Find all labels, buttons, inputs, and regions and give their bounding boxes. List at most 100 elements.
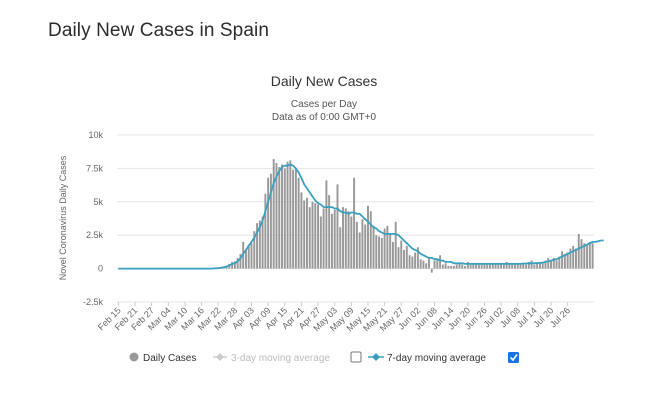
bar [286, 161, 289, 269]
bar [563, 253, 566, 269]
bar [283, 168, 286, 269]
bar [372, 225, 375, 269]
bar [344, 208, 347, 269]
bar [544, 260, 547, 269]
bar [575, 248, 577, 269]
bar [480, 263, 483, 269]
legend-item-daily-cases[interactable]: Daily Cases [129, 352, 197, 365]
y-tick-label: 10k [88, 130, 103, 140]
bar [502, 264, 505, 269]
bar [436, 259, 439, 269]
y-tick-label: 5k [93, 197, 103, 207]
bar [367, 205, 369, 269]
bar [389, 233, 392, 269]
bar [569, 248, 572, 269]
bar [342, 207, 344, 269]
bar [486, 264, 489, 269]
bar [281, 164, 283, 269]
seven-day-average-line [118, 163, 604, 270]
bar [455, 264, 458, 269]
bar [347, 211, 350, 269]
bar [464, 265, 467, 269]
bar [292, 169, 295, 269]
chart-subtitle-line-2: Data as of 0:00 GMT+0 [272, 112, 377, 123]
bar [538, 261, 541, 269]
checkmark-icon [509, 354, 518, 362]
bar [439, 255, 442, 269]
y-axis-title: Novel Coronavirus Daily Cases [58, 155, 68, 280]
chart-title: Daily New Cases [271, 73, 378, 89]
bar [533, 264, 536, 269]
checkbox-7-day-average[interactable] [508, 352, 519, 363]
bar [447, 265, 450, 269]
bar [289, 160, 292, 269]
bar [505, 261, 508, 269]
bar [419, 259, 422, 269]
bar [433, 260, 436, 269]
bar [247, 244, 250, 269]
bar [519, 264, 522, 269]
y-axis-ticks: -2.5k 0 2.5k 5k 7.5k 10k [83, 130, 104, 307]
bar [461, 264, 464, 269]
bar [244, 249, 247, 269]
bar [475, 264, 478, 269]
legend: Daily Cases 3-day moving average 7-day m… [129, 351, 519, 365]
bar [477, 264, 480, 269]
y-tick-label: 0 [98, 264, 103, 274]
bar [483, 264, 486, 269]
bar [416, 247, 419, 269]
legend-label-daily-cases: Daily Cases [143, 353, 196, 364]
checkbox-3-day-average[interactable] [350, 351, 362, 363]
bar [511, 263, 514, 269]
bar [400, 240, 403, 269]
bar [297, 177, 300, 269]
bar [469, 264, 472, 269]
legend-marker-3-day-average [216, 353, 224, 361]
bar [355, 221, 358, 269]
legend-marker-daily-cases [129, 352, 139, 362]
bar [489, 264, 491, 269]
bar [525, 264, 528, 269]
bar [403, 249, 406, 269]
bar [414, 252, 417, 269]
bar [577, 233, 580, 269]
bar [428, 257, 430, 269]
daily-cases-bars [117, 159, 594, 273]
y-tick-label: 2.5k [86, 230, 104, 240]
bar [314, 203, 317, 269]
bar [491, 263, 494, 269]
bar [258, 220, 261, 269]
bar [278, 167, 281, 269]
bar [353, 177, 356, 269]
bar [256, 223, 259, 269]
bar [452, 265, 455, 269]
bar [466, 261, 469, 269]
legend-marker-7-day-average [372, 353, 380, 361]
bar [430, 268, 433, 273]
bar [408, 255, 411, 269]
bar [444, 263, 447, 269]
bar [239, 253, 242, 269]
bar [555, 260, 558, 269]
bar [264, 193, 267, 269]
legend-item-7-day-average[interactable]: 7-day moving average [368, 352, 519, 364]
bar [339, 227, 342, 269]
bar [233, 261, 236, 269]
bar [294, 168, 297, 269]
bar [336, 184, 339, 269]
legend-item-3-day-average[interactable]: 3-day moving average [213, 351, 362, 364]
bar [422, 260, 425, 269]
chart-subtitle-line-1: Cases per Day [291, 99, 357, 110]
bar [472, 264, 475, 269]
bar [267, 177, 270, 269]
bar [541, 263, 544, 269]
bar [386, 225, 389, 269]
bar [303, 200, 306, 269]
bar [405, 245, 408, 269]
bar [508, 264, 511, 269]
bar [580, 239, 583, 269]
bar [591, 243, 594, 269]
bar [236, 257, 239, 269]
